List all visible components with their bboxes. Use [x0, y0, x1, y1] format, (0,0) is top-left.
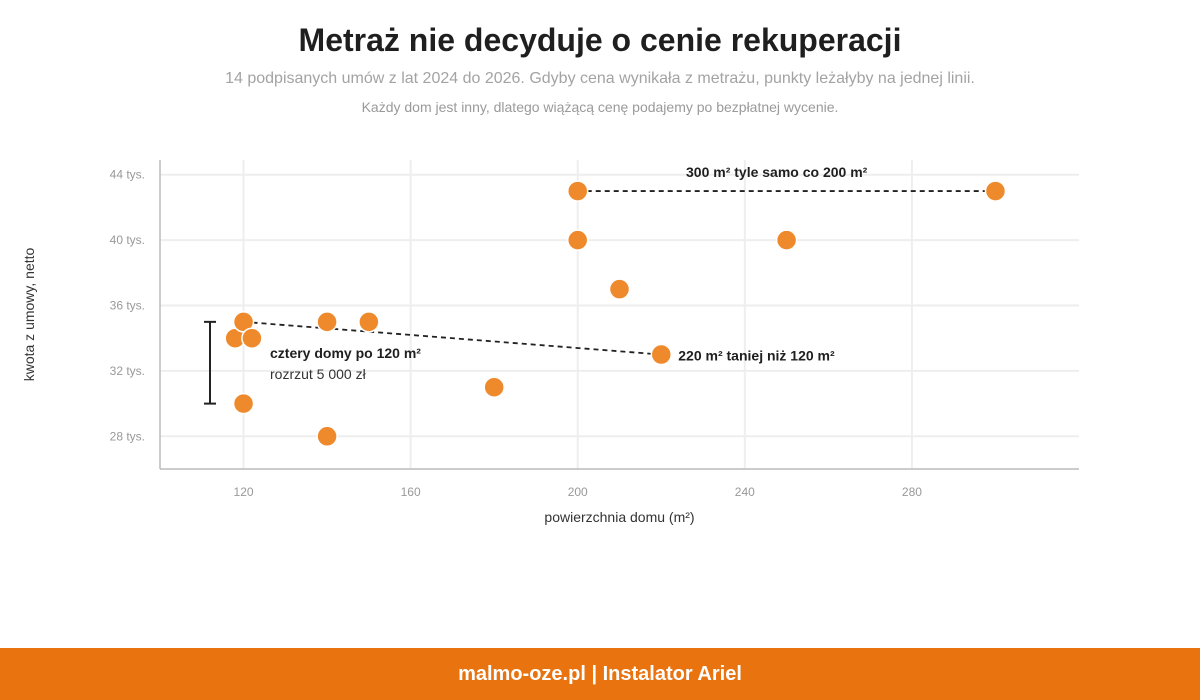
comparison-line-220 [243, 320, 662, 356]
data-point [316, 425, 338, 448]
data-point [232, 392, 255, 415]
data-point [984, 180, 1007, 202]
comparison-label-300: 300 m² tyle samo co 200 m² [686, 164, 868, 180]
y-axis-title: kwota z umowy, netto [21, 248, 37, 382]
x-axis-title: powierzchnia domu (m²) [544, 509, 694, 525]
axis-labels: 28 tys. 32 tys. 36 tys. 40 tys. 44 tys. 120 16… [21, 168, 922, 525]
y-tick-label: 44 tys. [110, 168, 145, 182]
data-point [316, 311, 338, 333]
comparison-label-220: 220 m² taniej niż 120 m² [678, 348, 835, 364]
x-tick-label: 280 [902, 485, 922, 499]
data-points [224, 180, 1007, 448]
chart-note: Każdy dom jest inny, dlatego wiążącą cen… [361, 99, 839, 115]
axes [159, 160, 1079, 470]
data-point [358, 311, 380, 333]
y-tick-label: 28 tys. [110, 429, 145, 443]
data-point [566, 180, 589, 202]
scatter-chart: cztery domy po 120 m² rozrzut 5 000 zł 220… [21, 160, 1079, 525]
data-point [566, 229, 589, 251]
grid-lines [160, 160, 1079, 469]
y-tick-label: 36 tys. [110, 299, 145, 313]
y-tick-label: 40 tys. [110, 233, 145, 247]
data-point [241, 327, 263, 349]
chart-subtitle: 14 podpisanych umów z lat 2024 do 2026. … [225, 70, 975, 87]
footer-banner: malmo-oze.pl | Instalator Ariel [0, 648, 1200, 700]
data-point [483, 376, 505, 399]
x-tick-label: 200 [568, 485, 588, 499]
x-tick-label: 160 [401, 485, 421, 499]
data-point [608, 278, 631, 300]
annotations: cztery domy po 120 m² rozrzut 5 000 zł 220… [204, 164, 996, 405]
chart-title: Metraż nie decyduje o cenie rekuperacji [298, 22, 902, 58]
x-tick-label: 240 [735, 485, 755, 499]
data-point [650, 343, 673, 366]
x-tick-label: 120 [234, 485, 254, 499]
data-point [775, 229, 798, 251]
range-annotation-label: cztery domy po 120 m² [270, 345, 421, 361]
range-annotation-sublabel: rozrzut 5 000 zł [270, 366, 367, 382]
y-tick-label: 32 tys. [110, 364, 145, 378]
